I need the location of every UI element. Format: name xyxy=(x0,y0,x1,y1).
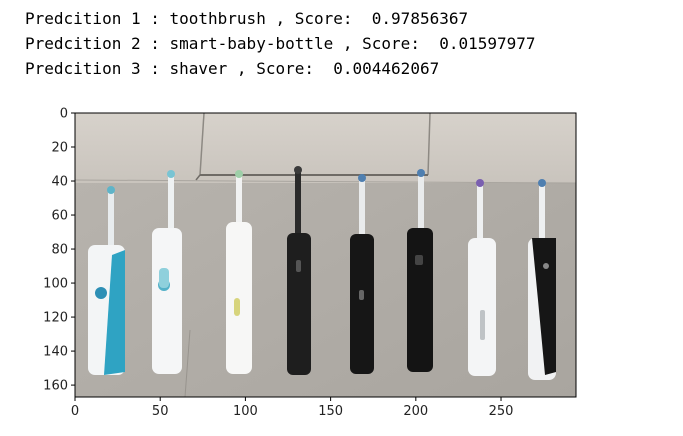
toothbrush-6 xyxy=(407,169,433,372)
toothbrush-8 xyxy=(528,179,556,380)
x-axis: 0 50 100 150 200 250 xyxy=(71,397,514,419)
x-tick-label: 0 xyxy=(71,404,79,419)
toothbrush-1 xyxy=(88,186,125,375)
plot-frame xyxy=(74,112,577,398)
x-tick-label: 200 xyxy=(403,404,428,419)
x-tick-label: 150 xyxy=(318,404,343,419)
x-tick-label: 100 xyxy=(233,404,258,419)
x-tick-label: 250 xyxy=(489,404,514,419)
y-tick-label: 100 xyxy=(43,277,68,292)
x-tick-label: 50 xyxy=(152,404,169,419)
y-tick-label: 80 xyxy=(51,243,68,258)
prediction-output: Predcition 1 : toothbrush , Score: 0.978… xyxy=(25,6,536,81)
toothbrush-3 xyxy=(226,170,252,374)
y-axis: 0 20 40 60 80 100 120 140 160 xyxy=(43,107,75,394)
y-tick-label: 160 xyxy=(43,379,68,394)
toothbrush-5 xyxy=(350,174,374,374)
toothbrush-photo xyxy=(74,112,577,398)
y-tick-label: 40 xyxy=(51,175,68,190)
prediction-line-1: Predcition 1 : toothbrush , Score: 0.978… xyxy=(25,9,469,28)
y-tick-label: 60 xyxy=(51,209,68,224)
y-tick-label: 120 xyxy=(43,311,68,326)
toothbrush-4 xyxy=(287,166,311,375)
y-tick-label: 20 xyxy=(51,141,68,156)
toothbrush-2 xyxy=(152,170,182,374)
toothbrush-7 xyxy=(468,179,496,376)
prediction-line-2: Predcition 2 : smart-baby-bottle , Score… xyxy=(25,34,536,53)
prediction-line-3: Predcition 3 : shaver , Score: 0.0044620… xyxy=(25,59,440,78)
y-tick-label: 140 xyxy=(43,345,68,360)
y-tick-label: 0 xyxy=(60,107,68,122)
